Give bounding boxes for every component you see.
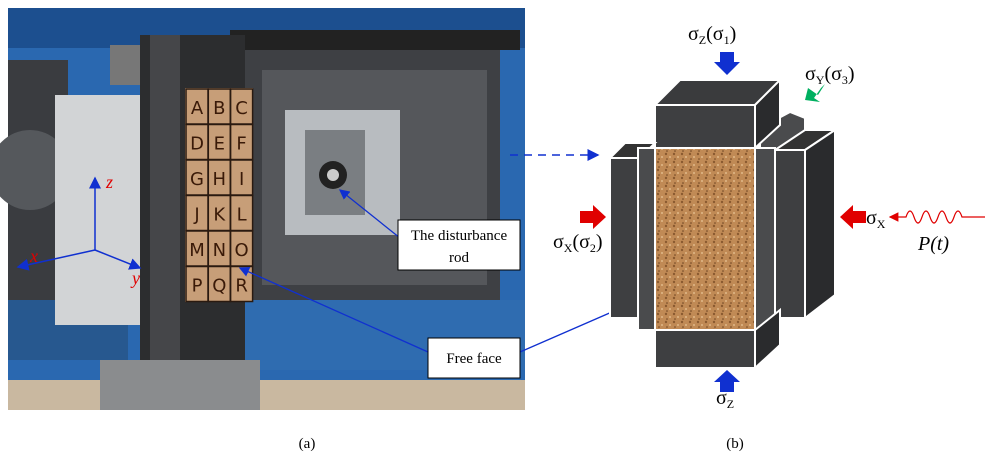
grid-letter: D [190, 134, 204, 155]
label-part: ) [730, 23, 737, 45]
subscript: X [877, 217, 886, 231]
callout-text: The disturbance [411, 228, 508, 244]
axis-label: x [29, 246, 38, 266]
label-part: (σ [572, 231, 590, 253]
callout-text: rod [449, 250, 469, 266]
grid-letter: F [236, 134, 246, 155]
grid-letter: I [239, 169, 244, 190]
subscript: Y [816, 73, 825, 87]
stress-label: σY(σ3) [805, 63, 855, 87]
grid-letter: H [213, 169, 227, 190]
stress-label: σZ(σ1) [688, 23, 736, 47]
label-part: ) [848, 63, 855, 85]
grid-letter: J [193, 205, 199, 226]
callout-text: Free face [446, 351, 502, 367]
stress-label: σX(σ2) [553, 231, 603, 255]
label-part: σ [716, 387, 727, 409]
grid-letter: B [213, 98, 225, 119]
grid-letter: E [214, 134, 225, 155]
label-part: σ [688, 23, 699, 45]
stress-label: σX [866, 207, 886, 231]
grid-letter: P [192, 276, 203, 297]
label-part: σ [553, 231, 564, 253]
grid-letter: A [191, 98, 204, 119]
label-part: σ [866, 207, 877, 229]
grid-letter: R [235, 276, 248, 297]
grid-letter: Q [212, 276, 226, 297]
axis-label: y [130, 268, 140, 288]
subscript: X [564, 241, 573, 255]
axis-label: z [105, 172, 113, 192]
callout: Free face [428, 338, 520, 378]
label-part: σ [805, 63, 816, 85]
grid-letter: G [190, 169, 204, 190]
caption: (a) [299, 436, 316, 452]
grid-letter: N [213, 240, 226, 261]
load-label: P(t) [917, 233, 949, 255]
grid-letter: L [237, 205, 247, 226]
grid-letter: K [213, 205, 226, 226]
caption: (b) [726, 436, 744, 452]
label-part: ) [596, 231, 603, 253]
subscript: Z [727, 397, 734, 411]
figure: ABC DEF GHI JKL MNO PQR z x y The disturbance… [0, 0, 991, 456]
grid-letter: M [189, 240, 205, 261]
subscript: Z [699, 33, 706, 47]
label-part: (σ [706, 23, 724, 45]
callout: The disturbance rod [398, 220, 520, 270]
label-part: (σ [824, 63, 842, 85]
grid-letter: O [235, 240, 249, 261]
grid-letter: C [235, 98, 248, 119]
specimen [610, 80, 835, 368]
